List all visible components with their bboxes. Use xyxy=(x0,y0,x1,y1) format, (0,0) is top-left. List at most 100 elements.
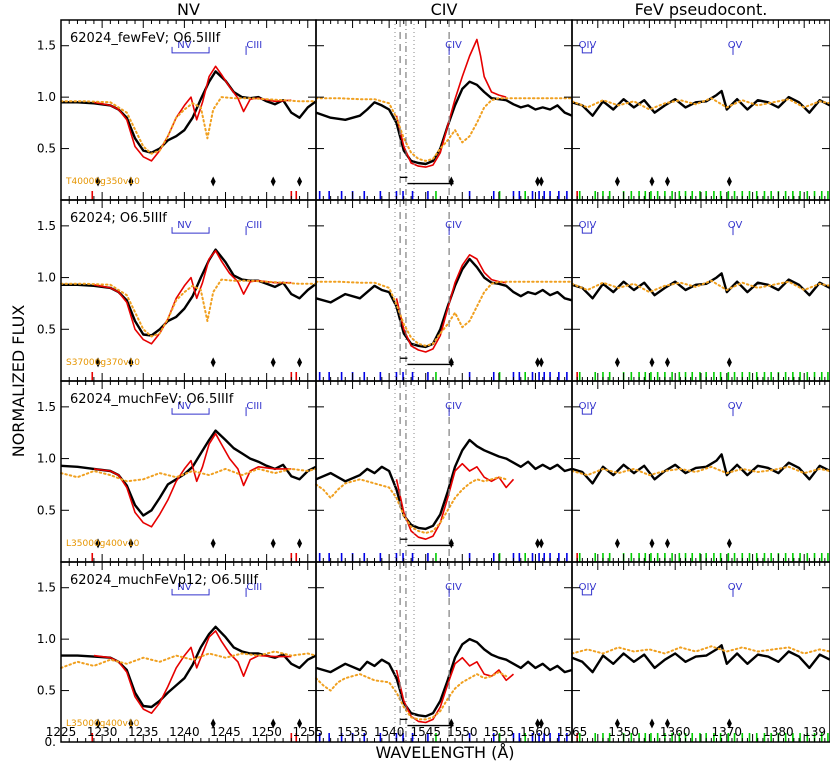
line-id-label: OV xyxy=(728,40,743,51)
diamond-marker xyxy=(664,718,670,729)
line-id-bracket xyxy=(581,408,593,415)
observed-spectrum-line xyxy=(571,89,830,117)
y-tick-label: 1.0 xyxy=(37,271,56,285)
model-label: L35000g400v10 xyxy=(66,539,140,549)
diamond-marker xyxy=(448,176,454,187)
model-spectrum-line xyxy=(395,462,515,541)
diamond-marker xyxy=(297,176,303,187)
y-tick-label: 1.0 xyxy=(37,632,56,646)
x-tick-label: 1535 xyxy=(337,725,368,739)
model-spectrum-line xyxy=(395,38,507,168)
y-tick-label: 1.0 xyxy=(37,90,56,104)
x-axis-label: WAVELENGTH (Å) xyxy=(375,743,514,762)
diamond-marker xyxy=(649,176,655,187)
diamond-marker xyxy=(270,357,276,368)
model-label: S37000g370v10 xyxy=(66,358,140,368)
line-id-label: NV xyxy=(177,401,191,412)
diamond-marker xyxy=(649,357,655,368)
diamond-marker xyxy=(297,357,303,368)
x-tick-label: 1555 xyxy=(484,725,515,739)
line-id-bracket xyxy=(171,588,210,596)
line-id-label: OV xyxy=(728,401,743,412)
x-tick-label: 1380 xyxy=(763,725,794,739)
line-id-label: CIII xyxy=(246,582,262,593)
diamond-marker xyxy=(297,538,303,549)
diamond-marker xyxy=(614,357,620,368)
x-tick-label: 1560 xyxy=(520,725,551,739)
diamond-marker xyxy=(128,357,134,368)
x-tick-label: 1550 xyxy=(447,725,478,739)
x-tick-label: 139 xyxy=(803,725,826,739)
panel-frame xyxy=(571,19,830,201)
diamond-marker xyxy=(95,538,101,549)
diamond-marker xyxy=(448,718,454,729)
comparison-spectrum-line xyxy=(315,476,508,534)
observed-spectrum-line xyxy=(571,644,830,674)
model-spectrum-line xyxy=(395,254,507,353)
x-tick-label: 1360 xyxy=(660,725,691,739)
panel-star-label: 62024_muchFeVp12; O6.5IIIf xyxy=(70,573,259,588)
diamond-marker xyxy=(538,357,544,368)
diamond-marker xyxy=(535,176,541,187)
x-tick-label: 1230 xyxy=(87,725,118,739)
line-id-bracket xyxy=(171,227,210,234)
model-spectrum-line xyxy=(93,630,292,715)
diamond-marker xyxy=(614,538,620,549)
diamond-marker xyxy=(270,718,276,729)
x-tick-label: 1545 xyxy=(410,725,441,739)
line-id-label: CIII xyxy=(246,401,262,412)
comparison-spectrum-line xyxy=(315,671,508,721)
line-id-label: CIII xyxy=(246,220,262,231)
line-id-label: CIV xyxy=(445,582,462,593)
y-tick-label: 0.5 xyxy=(37,322,56,336)
diamond-marker xyxy=(538,538,544,549)
diamond-marker xyxy=(448,357,454,368)
diamond-marker xyxy=(210,538,216,549)
x-tick-label: 1225 xyxy=(46,725,77,739)
comparison-spectrum-line xyxy=(60,650,317,669)
observed-spectrum-line xyxy=(61,248,317,337)
panel-frame xyxy=(315,199,573,382)
diamond-marker xyxy=(270,538,276,549)
diamond-marker xyxy=(614,718,620,729)
y-tick-label: 1.5 xyxy=(37,39,56,53)
observed-spectrum-line xyxy=(571,453,830,485)
comparison-spectrum-line xyxy=(60,96,317,155)
observed-spectrum-line xyxy=(61,625,317,709)
y-tick-label: 0.5 xyxy=(37,142,56,156)
line-id-label: OIV xyxy=(579,220,597,231)
diamond-marker xyxy=(726,718,732,729)
diamond-marker xyxy=(297,718,303,729)
panel-star-label: 62024_muchFeV; O6.5IIIf xyxy=(70,392,234,407)
diamond-marker xyxy=(270,176,276,187)
diamond-marker xyxy=(664,538,670,549)
line-id-label: OIV xyxy=(579,40,597,51)
observed-spectrum-line xyxy=(315,637,573,718)
comparison-spectrum-line xyxy=(315,280,573,347)
y-tick-label: 1.5 xyxy=(37,219,56,233)
line-id-label: NV xyxy=(177,582,191,593)
y-tick-label: 1.5 xyxy=(37,581,56,595)
line-id-label: CIV xyxy=(445,220,462,231)
diamond-marker xyxy=(535,718,541,729)
diamond-marker xyxy=(538,176,544,187)
column-title: CIV xyxy=(431,0,458,19)
line-id-label: CIII xyxy=(246,40,262,51)
line-id-label: OIV xyxy=(579,582,597,593)
model-label: T40000g350v10 xyxy=(65,177,140,187)
diamond-marker xyxy=(448,538,454,549)
line-id-bracket xyxy=(171,408,210,415)
y-axis-label: NORMALIZED FLUX xyxy=(9,305,28,458)
observed-spectrum-line xyxy=(315,438,573,531)
model-label: L35000g400v10 xyxy=(66,719,140,729)
observed-spectrum-line xyxy=(315,257,573,349)
y-tick-label: 0. xyxy=(45,735,56,749)
x-tick-label: 1235 xyxy=(128,725,159,739)
observed-spectrum-line xyxy=(61,70,317,154)
comparison-spectrum-line xyxy=(571,97,830,111)
diamond-marker xyxy=(535,357,541,368)
panel-frame xyxy=(315,561,573,743)
line-id-label: OV xyxy=(728,220,743,231)
diamond-marker xyxy=(128,538,134,549)
y-tick-label: 0.5 xyxy=(37,503,56,517)
